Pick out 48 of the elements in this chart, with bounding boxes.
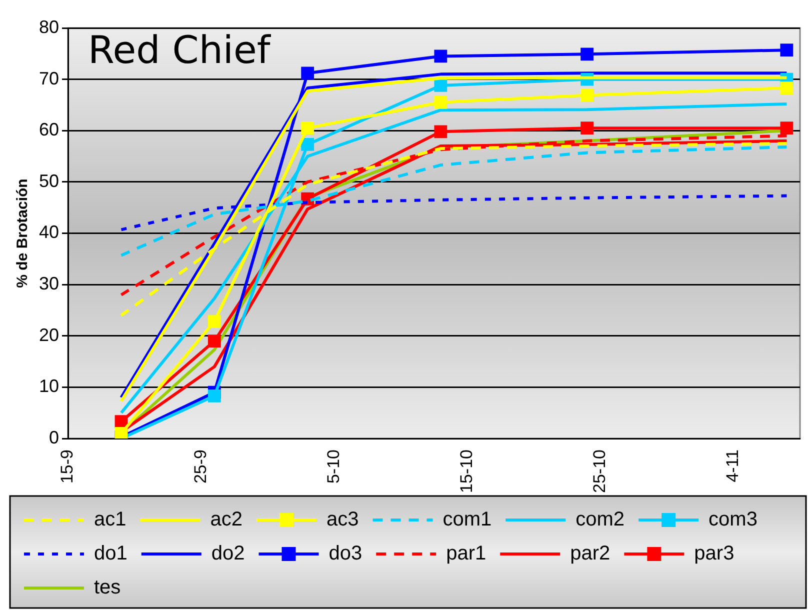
- x-tick-label: 15-9: [58, 450, 77, 484]
- legend-label: ac2: [210, 508, 242, 531]
- point: [434, 125, 448, 138]
- legend-label: par1: [446, 542, 486, 565]
- point: [580, 48, 594, 61]
- x-tick-label: 5-10: [324, 450, 343, 484]
- legend-label: do2: [211, 542, 245, 565]
- point: [434, 79, 448, 92]
- y-tick-label: 20: [38, 324, 60, 345]
- y-tick-label: 70: [38, 68, 60, 88]
- x-tick-label: 25-9: [190, 450, 210, 484]
- chart-title: Red Chief: [88, 28, 272, 72]
- y-tick-label: 50: [38, 170, 60, 191]
- y-tick-label: 60: [38, 120, 60, 140]
- point: [114, 415, 128, 428]
- y-tick-label: 80: [38, 16, 60, 37]
- legend-label: ac3: [326, 508, 359, 531]
- point: [580, 122, 594, 135]
- x-tick-label: 4-11: [723, 450, 742, 482]
- legend-label: tes: [94, 576, 121, 599]
- legend-label: par2: [570, 542, 610, 565]
- y-tick-label: 10: [38, 376, 60, 396]
- legend-label: com2: [576, 508, 625, 531]
- point: [301, 122, 314, 135]
- legend-label: com3: [708, 508, 758, 531]
- legend-label: com1: [442, 508, 492, 531]
- point: [208, 315, 221, 328]
- x-tick-label: 15-10: [456, 450, 476, 494]
- point: [301, 66, 314, 80]
- legend-label: ac1: [94, 508, 126, 531]
- y-axis-title: % de Brotación: [14, 178, 32, 288]
- y-tick-label: 40: [38, 222, 60, 242]
- point: [580, 88, 594, 102]
- point: [208, 389, 221, 402]
- point: [301, 138, 314, 151]
- y-tick-label: 0: [49, 427, 60, 448]
- point: [208, 334, 221, 348]
- y-tick-label: 30: [38, 274, 60, 294]
- point: [434, 96, 448, 109]
- legend-label: do1: [94, 542, 128, 565]
- legend-label: do3: [328, 542, 362, 565]
- x-tick-label: 25-10: [590, 450, 610, 494]
- point: [434, 50, 448, 63]
- point: [114, 426, 128, 439]
- point: [780, 82, 794, 94]
- point: [780, 122, 794, 135]
- legend-label: par3: [694, 542, 734, 565]
- point: [780, 44, 794, 57]
